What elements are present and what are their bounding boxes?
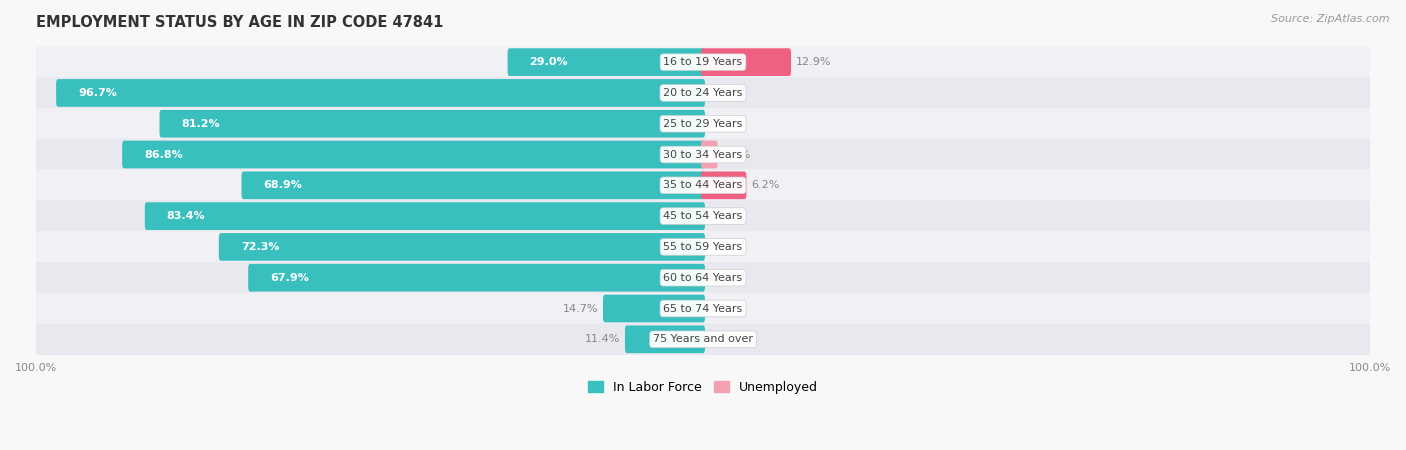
Text: 45 to 54 Years: 45 to 54 Years <box>664 211 742 221</box>
Text: 20 to 24 Years: 20 to 24 Years <box>664 88 742 98</box>
Text: 0.0%: 0.0% <box>710 211 738 221</box>
Text: 6.2%: 6.2% <box>751 180 779 190</box>
Text: 72.3%: 72.3% <box>240 242 280 252</box>
Text: 75 Years and over: 75 Years and over <box>652 334 754 344</box>
FancyBboxPatch shape <box>219 233 704 261</box>
FancyBboxPatch shape <box>37 170 1369 201</box>
Text: 67.9%: 67.9% <box>270 273 309 283</box>
FancyBboxPatch shape <box>37 324 1369 355</box>
FancyBboxPatch shape <box>37 46 1369 78</box>
Text: 0.0%: 0.0% <box>710 119 738 129</box>
FancyBboxPatch shape <box>37 108 1369 140</box>
Text: 86.8%: 86.8% <box>145 149 183 160</box>
Text: Source: ZipAtlas.com: Source: ZipAtlas.com <box>1271 14 1389 23</box>
Text: 30 to 34 Years: 30 to 34 Years <box>664 149 742 160</box>
FancyBboxPatch shape <box>242 171 704 199</box>
Text: 29.0%: 29.0% <box>530 57 568 67</box>
Text: 0.0%: 0.0% <box>710 273 738 283</box>
Text: 60 to 64 Years: 60 to 64 Years <box>664 273 742 283</box>
FancyBboxPatch shape <box>37 77 1369 108</box>
FancyBboxPatch shape <box>626 325 704 353</box>
Text: 0.0%: 0.0% <box>710 242 738 252</box>
FancyBboxPatch shape <box>702 171 747 199</box>
FancyBboxPatch shape <box>122 141 704 168</box>
Text: EMPLOYMENT STATUS BY AGE IN ZIP CODE 47841: EMPLOYMENT STATUS BY AGE IN ZIP CODE 478… <box>37 15 443 30</box>
Text: 1.9%: 1.9% <box>723 149 751 160</box>
Text: 11.4%: 11.4% <box>585 334 620 344</box>
Text: 35 to 44 Years: 35 to 44 Years <box>664 180 742 190</box>
FancyBboxPatch shape <box>702 141 717 168</box>
FancyBboxPatch shape <box>603 295 704 322</box>
Text: 96.7%: 96.7% <box>79 88 117 98</box>
Text: 12.9%: 12.9% <box>796 57 831 67</box>
Text: 65 to 74 Years: 65 to 74 Years <box>664 303 742 314</box>
FancyBboxPatch shape <box>37 231 1369 263</box>
FancyBboxPatch shape <box>508 48 704 76</box>
FancyBboxPatch shape <box>159 110 704 138</box>
Text: 16 to 19 Years: 16 to 19 Years <box>664 57 742 67</box>
FancyBboxPatch shape <box>37 200 1369 232</box>
Text: 81.2%: 81.2% <box>181 119 221 129</box>
FancyBboxPatch shape <box>37 139 1369 170</box>
Legend: In Labor Force, Unemployed: In Labor Force, Unemployed <box>583 376 823 399</box>
Text: 0.0%: 0.0% <box>710 334 738 344</box>
FancyBboxPatch shape <box>702 48 792 76</box>
FancyBboxPatch shape <box>145 202 704 230</box>
Text: 55 to 59 Years: 55 to 59 Years <box>664 242 742 252</box>
Text: 68.9%: 68.9% <box>263 180 302 190</box>
FancyBboxPatch shape <box>37 262 1369 293</box>
FancyBboxPatch shape <box>56 79 704 107</box>
FancyBboxPatch shape <box>37 293 1369 324</box>
Text: 83.4%: 83.4% <box>167 211 205 221</box>
FancyBboxPatch shape <box>249 264 704 292</box>
Text: 0.0%: 0.0% <box>710 303 738 314</box>
Text: 0.0%: 0.0% <box>710 88 738 98</box>
Text: 25 to 29 Years: 25 to 29 Years <box>664 119 742 129</box>
Text: 14.7%: 14.7% <box>562 303 599 314</box>
